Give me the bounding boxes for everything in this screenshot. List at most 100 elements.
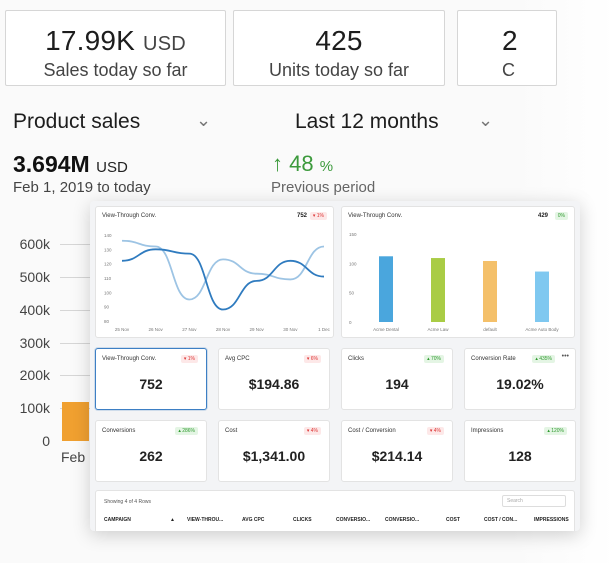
kpi-value: 17.99K USD xyxy=(6,25,225,57)
y-tick-label: 400k xyxy=(19,301,50,318)
metric-value: 752 xyxy=(139,376,163,392)
campaign-table: Showing 4 of 4 Rows Search CAMPAIGN ▲ VI… xyxy=(95,490,575,531)
total-unit: USD xyxy=(96,159,128,176)
metric-card-conversion-rate[interactable]: Conversion Rate ▴ 435% ••• 19.02% xyxy=(464,348,576,410)
y-tick-label: 120 xyxy=(104,262,112,267)
kpi-value: 425 xyxy=(234,25,444,57)
x-tick-label: 25 Nov xyxy=(115,327,130,332)
metric-title: Conversions xyxy=(102,428,136,434)
chevron-down-icon[interactable]: ⌄ xyxy=(478,110,494,130)
kpi-number: 2 xyxy=(502,25,518,56)
metric-title: Cost / Conversion xyxy=(348,428,396,434)
y-tick-label: 500k xyxy=(19,268,50,285)
metric-card-cost[interactable]: Cost ▾ 4% $1,341.00 xyxy=(218,420,330,482)
card-value: 752 xyxy=(296,213,307,219)
metric-title: View-Through Conv. xyxy=(102,356,157,362)
metric-value: $194.86 xyxy=(248,376,300,392)
dashboard-overlay: View-Through Conv. 752 ▾ 1% 140 130 120 110… xyxy=(90,201,580,531)
period-delta: ↑ 48 % xyxy=(272,151,333,177)
kpi-units-today[interactable]: 425 Units today so far xyxy=(233,10,445,86)
metric-card-cost-per-conversion[interactable]: Cost / Conversion ▾ 4% $214.14 xyxy=(341,420,453,482)
delta-value: 48 xyxy=(289,151,314,176)
x-tick-label: Acme Auto Body xyxy=(525,327,559,332)
y-tick-label: 90 xyxy=(104,305,110,310)
card-title: View-Through Conv. xyxy=(348,213,403,219)
column-header-avg-cpc[interactable]: AVG CPC xyxy=(242,517,265,523)
bar[interactable] xyxy=(431,258,445,322)
bar[interactable] xyxy=(379,256,393,322)
total-value: 3.694M xyxy=(13,151,90,177)
column-header-conversions[interactable]: CONVERSIO... xyxy=(336,517,371,523)
metric-card-impressions[interactable]: Impressions ▴ 120% 128 xyxy=(464,420,576,482)
change-badge: ▾ 1% xyxy=(309,212,327,220)
sort-asc-icon[interactable]: ▲ xyxy=(170,517,175,523)
x-tick-label: 30 Nov xyxy=(283,327,298,332)
change-badge: ▾ 6% xyxy=(303,355,321,363)
metric-card-view-through[interactable]: View-Through Conv. ▾ 1% 752 xyxy=(95,348,207,410)
column-header-campaign[interactable]: CAMPAIGN xyxy=(104,517,131,523)
x-tick-label: 29 Nov xyxy=(250,327,265,332)
bar-feb[interactable] xyxy=(62,401,89,441)
bar-chart: 150 100 50 0 Acme Dental Acme Law default Acme … xyxy=(349,232,559,332)
change-badge: ▴ 435% xyxy=(532,355,555,363)
column-header-view-through[interactable]: VIEW-THROU... xyxy=(187,517,224,523)
metric-title: Impressions xyxy=(471,428,504,434)
column-header-clicks[interactable]: CLICKS xyxy=(293,517,312,523)
x-tick-label: Feb xyxy=(61,449,86,465)
change-badge: ▴ 70% xyxy=(424,355,444,363)
metric-value: $1,341.00 xyxy=(242,448,306,464)
line-series[interactable] xyxy=(121,239,325,301)
period-select[interactable]: Last 12 months xyxy=(295,110,439,133)
bar-chart-card[interactable]: View-Through Conv. 429 0% 150 100 50 0 Acme … xyxy=(341,206,575,338)
bar[interactable] xyxy=(535,271,549,322)
kpi-number: 425 xyxy=(315,25,363,56)
metric-card-avg-cpc[interactable]: Avg CPC ▾ 6% $194.86 xyxy=(218,348,330,410)
metric-card-conversions[interactable]: Conversions ▴ 286% 262 xyxy=(95,420,207,482)
metric-title: Conversion Rate xyxy=(471,356,516,362)
line-chart-card[interactable]: View-Through Conv. 752 ▾ 1% 140 130 120 110… xyxy=(95,206,334,338)
date-range: Feb 1, 2019 to today xyxy=(13,179,151,196)
card-value: 429 xyxy=(537,213,548,219)
metric-value: 128 xyxy=(508,448,532,464)
metric-value: 194 xyxy=(385,376,409,392)
y-tick-label: 110 xyxy=(104,276,112,281)
x-tick-label: Acme Law xyxy=(427,327,449,332)
column-header-impressions[interactable]: IMPRESSIONS xyxy=(534,517,569,523)
kpi-third[interactable]: 2 C xyxy=(457,10,557,86)
metric-value: 262 xyxy=(139,448,163,464)
metric-select[interactable]: Product sales xyxy=(13,110,141,133)
more-icon[interactable]: ••• xyxy=(561,353,569,360)
x-tick-label: default xyxy=(483,327,497,332)
delta-unit: % xyxy=(319,158,334,175)
kpi-unit: USD xyxy=(143,33,186,55)
y-tick-label: 300k xyxy=(19,334,50,351)
column-header-conversion-rate[interactable]: CONVERSIO... xyxy=(385,517,420,523)
y-tick-label: 50 xyxy=(349,291,355,296)
y-tick-label: 0 xyxy=(349,320,352,325)
y-tick-label: 140 xyxy=(104,233,112,238)
column-header-cost[interactable]: COST xyxy=(446,517,460,523)
metric-value: 19.02% xyxy=(496,376,544,392)
search-input[interactable]: Search xyxy=(502,495,566,507)
column-header-cost-per-conversion[interactable]: COST / CON... xyxy=(484,517,518,523)
arrow-up-icon: ↑ xyxy=(272,151,283,176)
kpi-label: C xyxy=(502,60,515,80)
metric-card-clicks[interactable]: Clicks ▴ 70% 194 xyxy=(341,348,453,410)
y-tick-label: 200k xyxy=(19,367,50,384)
change-badge: ▴ 286% xyxy=(175,427,198,435)
kpi-label: Units today so far xyxy=(268,60,410,80)
bar[interactable] xyxy=(483,260,497,322)
y-tick-label: 100 xyxy=(349,261,357,266)
y-tick-label: 130 xyxy=(104,247,112,252)
change-badge: ▾ 4% xyxy=(303,427,321,435)
line-series[interactable] xyxy=(121,248,325,311)
kpi-sales-today[interactable]: 17.99K USD Sales today so far xyxy=(5,10,226,86)
y-tick-label: 150 xyxy=(349,232,357,237)
chevron-down-icon[interactable]: ⌄ xyxy=(196,110,212,130)
x-tick-label: 27 Nov xyxy=(182,327,197,332)
x-tick-label: 26 Nov xyxy=(149,327,164,332)
rows-info: Showing 4 of 4 Rows xyxy=(104,499,151,505)
y-tick-label: 100k xyxy=(19,400,50,417)
card-title: View-Through Conv. xyxy=(102,213,157,219)
metric-title: Clicks xyxy=(348,356,364,362)
